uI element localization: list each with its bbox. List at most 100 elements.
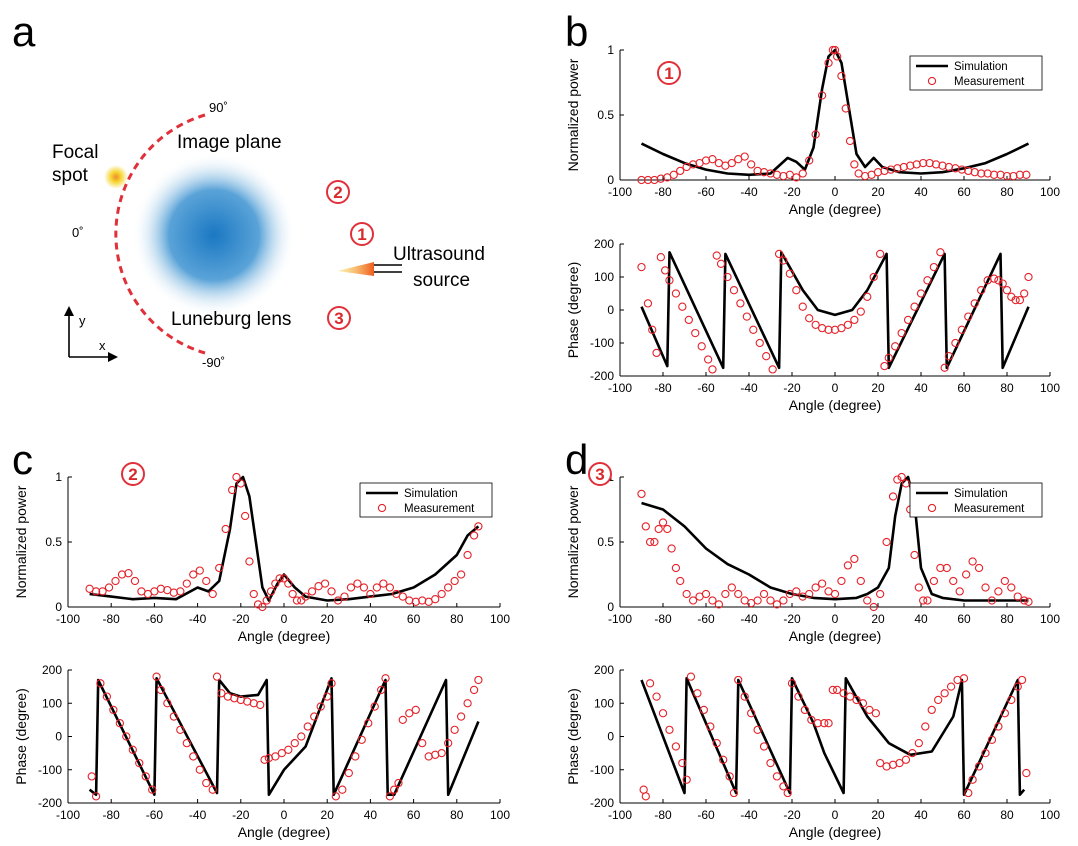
measurement-point [759,589,769,599]
x-tick-label: -20 [232,612,250,626]
measurement-point [189,752,198,761]
measurement-point [359,583,369,592]
measurement-point [275,574,284,583]
measurement-point [385,583,394,592]
measurement-point [671,289,681,298]
measurement-point [135,758,144,768]
measurement-point [215,563,224,573]
measurement-point [970,168,979,177]
measurement-point [456,570,466,579]
measurement-point [450,576,459,586]
measurement-point [661,266,670,275]
measurement-point [463,699,472,708]
measurement-point [908,748,917,758]
y-tick-label: 0 [607,600,614,614]
x-tick-label: -60 [697,185,715,199]
measurement-point [755,338,764,348]
measurement-point [998,279,1007,288]
measurement-point [320,579,330,588]
measurement-point [906,161,915,170]
measurement-point [1011,295,1020,305]
x-tick-label: 20 [871,185,885,199]
measurement-point [189,570,198,579]
measurement-point [303,722,312,731]
measurement-point [297,732,306,741]
measurement-point [678,758,687,768]
measurement-point [712,739,721,748]
source-badge-number: 2 [128,465,137,484]
measurement-point [787,679,797,688]
x-tick-label: -100 [56,612,80,626]
axis-x-label: x [99,338,106,353]
measurement-point [688,160,698,169]
svg-text:3: 3 [334,309,343,328]
y-tick-label: 0 [607,730,614,744]
x-tick-label: 40 [914,808,928,822]
measurement-point [340,592,349,601]
measurement-point [843,561,853,570]
y-tick-label: 0.5 [597,535,614,549]
source-badge-circle [588,462,612,486]
measurement-point [645,679,655,688]
measurement-point [899,162,908,172]
x-tick-label: 100 [490,612,510,626]
x-tick-label: -80 [103,808,121,822]
x-tick-label: -60 [146,808,164,822]
measurement-point [701,589,711,599]
measurement-point [811,320,820,329]
measurement-point [931,160,941,169]
measurement-point [817,91,827,100]
measurement-point [766,758,775,768]
measurement-point [704,355,713,364]
chart-d-phase: -100 -80 -60 -40 -20 0 20 40 60 80 100-200-1000100… [565,663,1060,840]
y-axis-label: Phase (degree) [565,688,581,785]
measurement-point [869,272,878,282]
measurement-point [310,712,319,721]
measurement-point [946,682,956,691]
measurement-point [729,788,739,798]
measurement-point [944,162,954,172]
measurement-point [266,587,276,596]
chart-c-phase: -100 -80 -60 -40 -20 0 20 40 60 80 100-200-1000100… [13,663,510,840]
measurement-point [316,702,325,711]
chart-b-phase: -100 -80 -60 -40 -20 0 20 40 60 80 100-200-1000100… [565,237,1060,413]
x-tick-label: 40 [364,808,378,822]
axis-y-label: y [79,313,86,328]
measurement-point [863,596,872,605]
measurement-point [794,692,803,701]
measurement-point [652,692,661,701]
measurement-point [921,722,930,731]
source-badge-circle [657,61,681,85]
measurement-point [944,352,954,361]
measurement-point [323,692,332,701]
measurement-point [637,262,646,272]
measurement-point [850,315,859,325]
measurement-point [682,589,691,599]
simulation-line [640,677,1026,796]
measurement-point [721,589,730,599]
axes-indicator [64,306,118,362]
measurement-point [271,752,280,761]
x-tick-label: -60 [697,381,715,395]
legend-measurement-label: Measurement [954,503,1025,515]
measurement-point [850,554,859,564]
measurement-point [813,719,822,728]
angle-90-label: 90˚ [209,100,228,115]
measurement-point [351,752,360,761]
measurement-point [820,719,829,728]
x-axis-label: Angle (degree) [238,824,331,840]
x-tick-label: -20 [783,612,801,626]
measurement-point [654,524,663,534]
legend-measurement-swatch [377,503,387,513]
measurement-point [253,600,263,609]
badge-3: 3 [327,306,351,330]
measurement-point [658,518,668,527]
measurement-point [357,735,366,744]
measurement-point [87,772,96,781]
plot-area [639,672,1031,801]
measurement-point [964,166,973,176]
svg-text:2: 2 [333,183,342,202]
measurement-point [817,579,827,588]
y-tick-label: 200 [42,663,62,677]
